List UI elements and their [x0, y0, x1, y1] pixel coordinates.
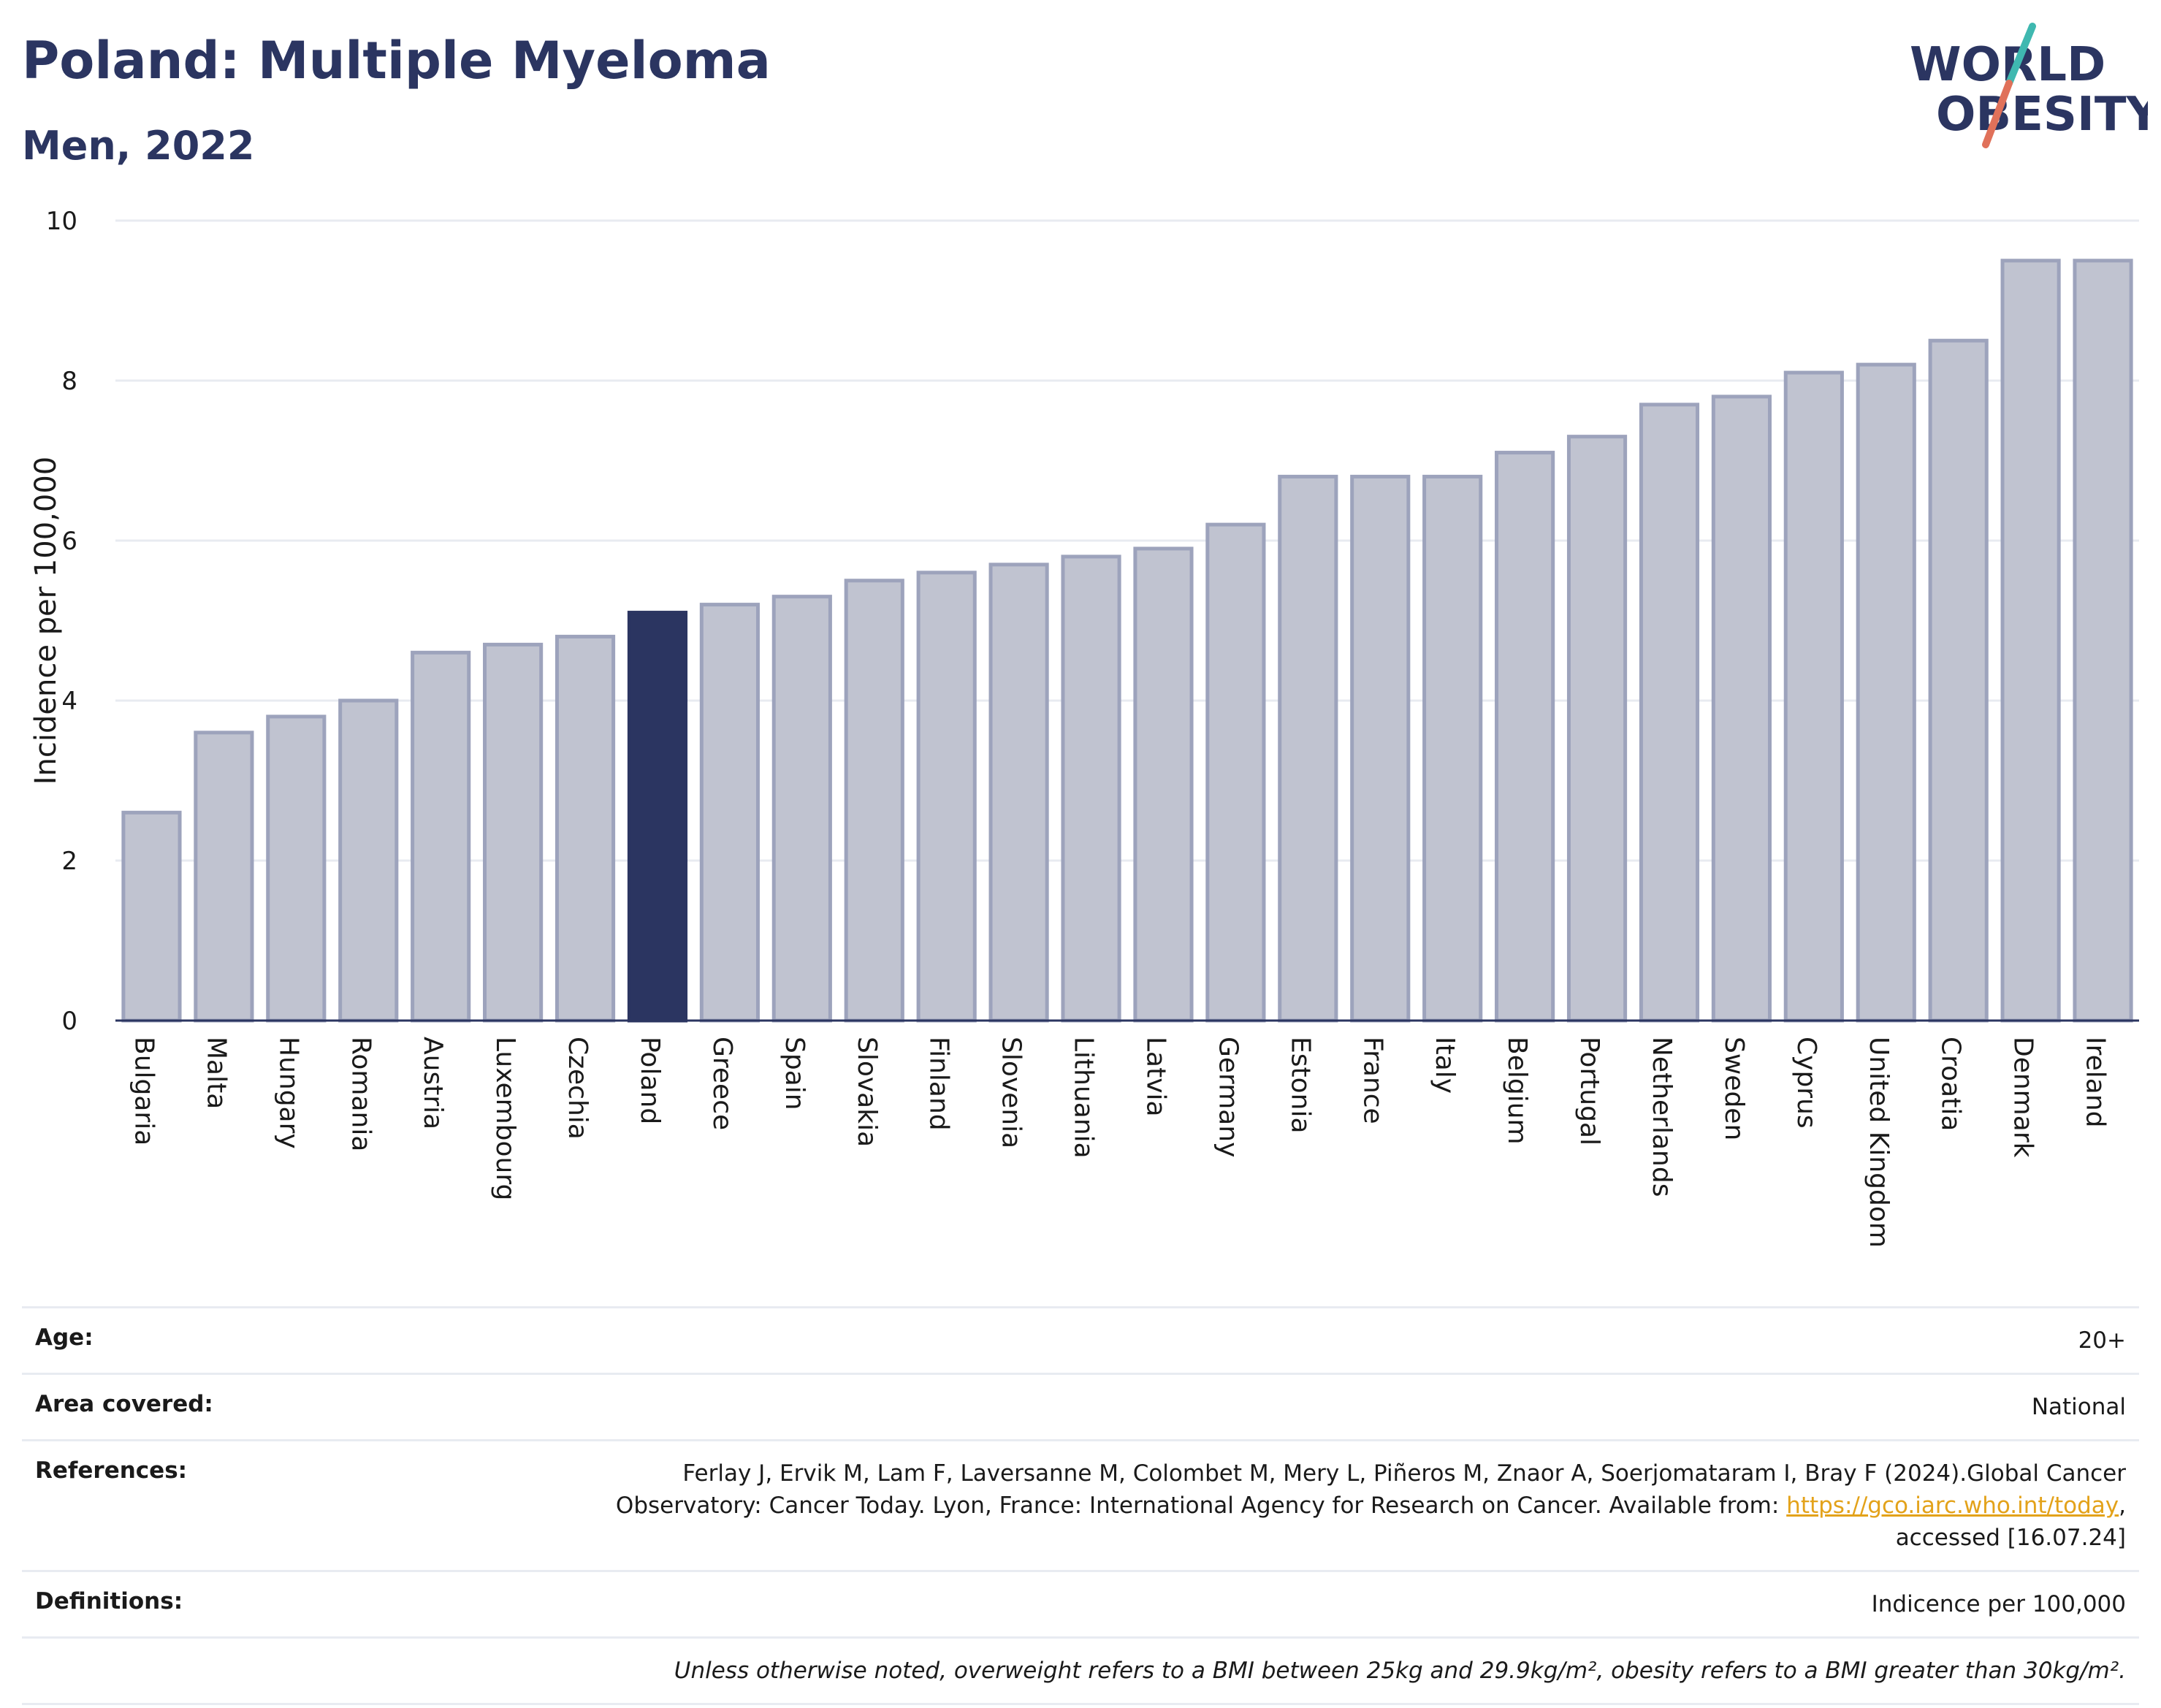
x-tick-label: Spain — [780, 1037, 809, 1110]
bar-united-kingdom — [1856, 362, 1916, 1023]
area-value: National — [413, 1373, 2139, 1441]
info-row-note: Unless otherwise noted, overweight refer… — [22, 1636, 2139, 1705]
x-tick-label: Austria — [418, 1037, 448, 1129]
x-tick-label: United Kingdom — [1864, 1037, 1894, 1248]
x-tick-label: Denmark — [2008, 1037, 2038, 1158]
page-subtitle: Men, 2022 — [22, 123, 255, 169]
x-tick-label: Sweden — [1719, 1037, 1749, 1140]
bar-belgium — [1495, 451, 1555, 1023]
references-line2-end: , — [2119, 1492, 2126, 1519]
bar-spain — [771, 595, 832, 1023]
info-row-references: References: Ferlay J, Ervik M, Lam F, La… — [22, 1439, 2139, 1571]
y-tick-label: 0 — [61, 1007, 77, 1036]
bar-croatia — [1928, 338, 1989, 1023]
logo-slash-red — [1982, 80, 2013, 148]
x-tick-label: Slovakia — [852, 1037, 882, 1147]
bar-portugal — [1566, 435, 1628, 1023]
y-axis-title: Incidence per 100,000 — [29, 457, 63, 785]
references-line1: Ferlay J, Ervik M, Lam F, Laversanne M, … — [682, 1460, 2126, 1487]
bar-chart: 0 2 4 6 8 10 Bulgaria Malta Hungary Romania Austri… — [29, 207, 2139, 1248]
info-row-definitions: Definitions: Indicence per 100,000 — [22, 1570, 2139, 1638]
info-table: Age: 20+ Area covered: National Referenc… — [22, 1306, 2139, 1705]
y-tick-label: 8 — [61, 367, 77, 396]
bar-ireland — [2073, 259, 2133, 1023]
x-tick-label: Ireland — [2081, 1037, 2111, 1128]
age-label: Age: — [22, 1306, 413, 1374]
bars — [121, 259, 2133, 1023]
logo-line2: OBESITY — [1936, 88, 2148, 142]
x-tick-label: Slovenia — [996, 1037, 1026, 1148]
bar-malta — [194, 731, 254, 1023]
x-tick-label: Germany — [1213, 1037, 1243, 1157]
bar-poland — [627, 611, 688, 1023]
bar-greece — [699, 603, 760, 1023]
x-tick-label: Lithuania — [1069, 1037, 1099, 1159]
world-obesity-logo: WORLD OBESITY — [1910, 23, 2148, 148]
x-tick-label: Greece — [707, 1037, 737, 1130]
page-title: Poland: Multiple Myeloma — [22, 31, 771, 91]
bar-cyprus — [1783, 370, 1844, 1023]
y-tick-label: 4 — [61, 687, 77, 716]
bar-germany — [1205, 522, 1266, 1023]
info-row-age: Age: 20+ — [22, 1306, 2139, 1374]
x-tick-label: Malta — [201, 1037, 231, 1109]
bar-bulgaria — [121, 810, 182, 1023]
x-tick-label: Portugal — [1574, 1037, 1604, 1145]
definitions-value: Indicence per 100,000 — [413, 1570, 2139, 1638]
references-line2: Observatory: Cancer Today. Lyon, France:… — [615, 1492, 1787, 1519]
x-tick-label: Netherlands — [1647, 1037, 1677, 1197]
bar-netherlands — [1639, 403, 1700, 1023]
bar-estonia — [1278, 474, 1338, 1023]
x-tick-label: Romania — [346, 1037, 376, 1151]
y-tick-label: 10 — [46, 207, 77, 236]
x-tick-label: Cyprus — [1791, 1037, 1821, 1129]
references-label: References: — [22, 1439, 413, 1571]
bar-latvia — [1133, 546, 1194, 1023]
bar-hungary — [266, 714, 327, 1023]
references-line3: accessed [16.07.24] — [1895, 1525, 2126, 1551]
x-tick-label: Czechia — [563, 1037, 592, 1140]
y-tick-label: 6 — [61, 527, 77, 556]
bar-lithuania — [1061, 554, 1121, 1023]
bar-denmark — [2000, 259, 2061, 1023]
footnote: Unless otherwise noted, overweight refer… — [22, 1636, 2139, 1705]
x-tick-label: Belgium — [1502, 1037, 1532, 1145]
bar-italy — [1422, 474, 1483, 1023]
bar-austria — [411, 650, 471, 1023]
area-label: Area covered: — [22, 1373, 413, 1441]
x-tick-label: France — [1357, 1037, 1387, 1124]
x-tick-label: Italy — [1430, 1037, 1460, 1094]
y-tick-label: 2 — [61, 847, 77, 876]
axis-labels: 0 2 4 6 8 10 Bulgaria Malta Hungary Romania Austri… — [29, 207, 2111, 1248]
bar-luxembourg — [483, 642, 544, 1023]
bar-slovenia — [988, 563, 1049, 1023]
bar-france — [1350, 474, 1411, 1023]
definitions-label: Definitions: — [22, 1570, 413, 1638]
x-tick-label: Hungary — [273, 1037, 303, 1149]
bar-czechia — [554, 634, 616, 1023]
x-tick-label: Finland — [924, 1037, 954, 1131]
x-tick-label: Bulgaria — [129, 1037, 159, 1145]
x-tick-label: Croatia — [1936, 1037, 1966, 1131]
age-value: 20+ — [413, 1306, 2139, 1374]
x-tick-label: Luxembourg — [490, 1037, 520, 1200]
references-link[interactable]: https://gco.iarc.who.int/today — [1786, 1492, 2119, 1519]
bar-slovakia — [844, 579, 904, 1023]
x-tick-label: Estonia — [1285, 1037, 1315, 1134]
x-tick-label: Latvia — [1140, 1037, 1170, 1117]
x-tick-label: Poland — [635, 1037, 665, 1124]
bar-finland — [916, 571, 977, 1023]
bar-romania — [338, 698, 399, 1023]
logo-slash-teal — [2005, 23, 2036, 87]
bar-sweden — [1711, 394, 1772, 1023]
info-row-area: Area covered: National — [22, 1373, 2139, 1441]
references-value: Ferlay J, Ervik M, Lam F, Laversanne M, … — [413, 1439, 2139, 1571]
